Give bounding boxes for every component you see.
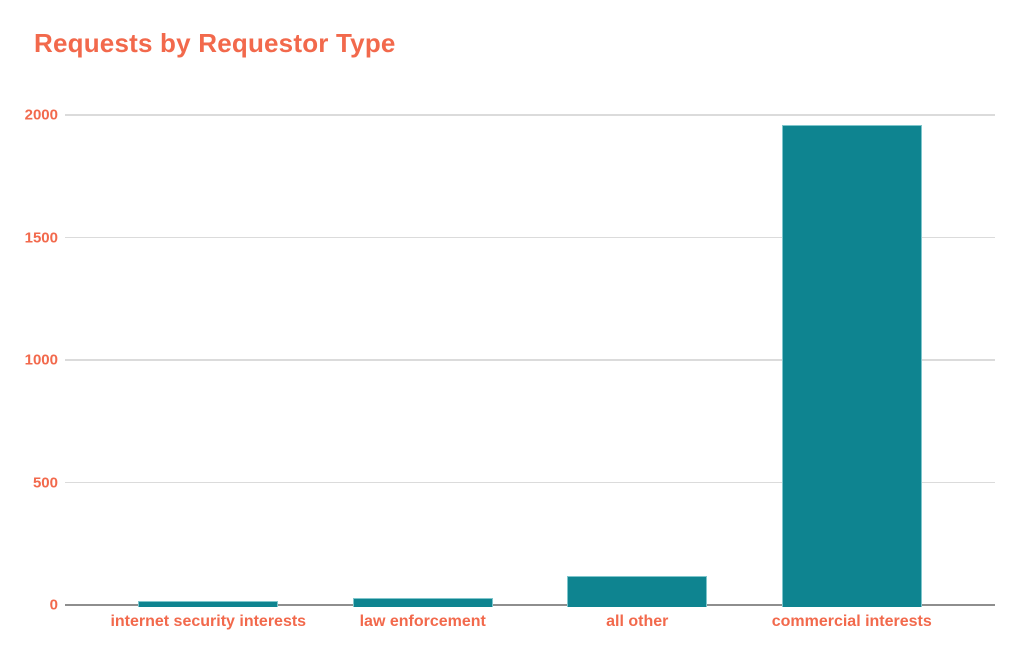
gridline (65, 114, 995, 116)
bar-law-enforcement (352, 597, 493, 607)
gridline (65, 236, 995, 238)
x-axis-category-label: all other (606, 613, 669, 630)
chart-title: Requests by Requestor Type (34, 28, 396, 58)
gridline (65, 359, 995, 361)
gridline (65, 481, 995, 483)
y-axis-tick-label: 2000 (24, 106, 58, 124)
y-axis-tick-label: 500 (32, 474, 58, 491)
x-axis-baseline (65, 604, 995, 606)
x-axis-category-label: internet security interests (110, 613, 307, 630)
x-axis-category-label: commercial interests (771, 613, 932, 630)
y-axis-tick-label: 1000 (24, 351, 58, 369)
y-axis-tick-label: 0 (49, 596, 58, 614)
bar-internet-security-interests (138, 601, 279, 607)
y-axis-tick-label: 1500 (24, 229, 58, 246)
x-axis-category-label: law enforcement (359, 613, 486, 630)
bar-commercial-interests (781, 124, 922, 607)
bar-all-other (567, 575, 708, 607)
